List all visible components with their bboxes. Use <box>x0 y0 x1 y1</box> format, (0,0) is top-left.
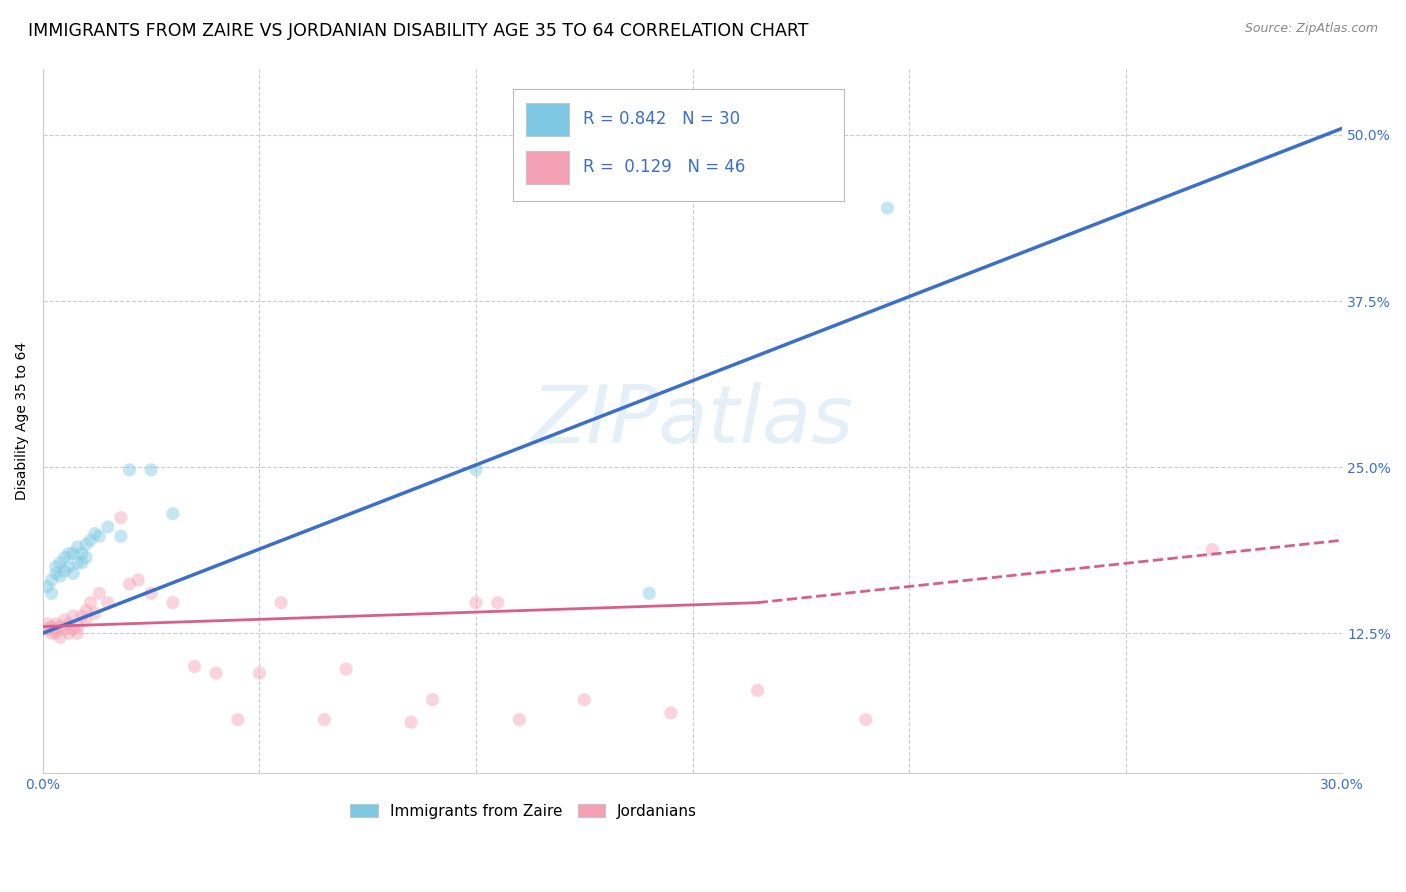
Text: R = 0.842   N = 30: R = 0.842 N = 30 <box>582 111 740 128</box>
Point <box>79 596 101 610</box>
Point <box>141 586 163 600</box>
Point <box>62 547 84 561</box>
Point <box>127 573 149 587</box>
FancyBboxPatch shape <box>526 103 569 136</box>
Point <box>659 706 682 720</box>
Point <box>41 586 63 600</box>
Text: ZIPatlas: ZIPatlas <box>531 382 853 459</box>
Point <box>58 616 80 631</box>
Point <box>66 540 89 554</box>
Legend: Immigrants from Zaire, Jordanians: Immigrants from Zaire, Jordanians <box>344 797 703 825</box>
Point <box>45 626 67 640</box>
Point <box>83 526 105 541</box>
Point <box>70 547 93 561</box>
Point <box>62 566 84 581</box>
Point <box>62 609 84 624</box>
Text: Source: ZipAtlas.com: Source: ZipAtlas.com <box>1244 22 1378 36</box>
Point <box>83 607 105 621</box>
Point <box>58 547 80 561</box>
Point <box>53 564 76 578</box>
Point <box>876 201 898 215</box>
Point <box>49 630 72 644</box>
Point <box>422 692 444 706</box>
Point <box>53 550 76 565</box>
FancyBboxPatch shape <box>526 151 569 184</box>
Y-axis label: Disability Age 35 to 64: Disability Age 35 to 64 <box>15 342 30 500</box>
Point <box>49 556 72 570</box>
Point <box>53 622 76 636</box>
Point <box>75 550 97 565</box>
Point <box>270 596 292 610</box>
Point <box>855 713 877 727</box>
Point <box>314 713 336 727</box>
Point <box>66 556 89 570</box>
Point <box>41 573 63 587</box>
Point <box>58 559 80 574</box>
Point <box>49 619 72 633</box>
Point <box>75 537 97 551</box>
Point <box>97 520 120 534</box>
Point <box>45 616 67 631</box>
Point <box>1201 542 1223 557</box>
Point <box>249 666 271 681</box>
Point <box>45 559 67 574</box>
Point <box>53 613 76 627</box>
Point <box>110 510 132 524</box>
Point <box>79 533 101 548</box>
Point <box>162 596 184 610</box>
Point <box>66 626 89 640</box>
Point <box>162 507 184 521</box>
Point <box>574 692 596 706</box>
Text: IMMIGRANTS FROM ZAIRE VS JORDANIAN DISABILITY AGE 35 TO 64 CORRELATION CHART: IMMIGRANTS FROM ZAIRE VS JORDANIAN DISAB… <box>28 22 808 40</box>
Point <box>45 622 67 636</box>
Point <box>183 659 205 673</box>
Point <box>118 463 141 477</box>
Point <box>37 616 59 631</box>
Point <box>97 596 120 610</box>
Point <box>41 626 63 640</box>
Point <box>118 577 141 591</box>
Point <box>638 586 661 600</box>
Point <box>70 609 93 624</box>
Point <box>747 683 769 698</box>
Point <box>37 580 59 594</box>
Point <box>37 622 59 636</box>
Point <box>508 713 530 727</box>
Point <box>89 529 111 543</box>
Point <box>486 596 509 610</box>
Point <box>141 463 163 477</box>
Point <box>49 569 72 583</box>
Point <box>70 556 93 570</box>
Point <box>465 596 488 610</box>
Point <box>399 715 422 730</box>
Point <box>41 619 63 633</box>
Point <box>89 586 111 600</box>
Point <box>62 622 84 636</box>
Point <box>205 666 228 681</box>
Point <box>110 529 132 543</box>
Point <box>335 662 357 676</box>
Point <box>45 566 67 581</box>
Point <box>465 463 488 477</box>
Point <box>58 626 80 640</box>
Point <box>226 713 249 727</box>
Point <box>66 619 89 633</box>
Point <box>75 604 97 618</box>
Point <box>75 613 97 627</box>
Text: R =  0.129   N = 46: R = 0.129 N = 46 <box>582 158 745 177</box>
